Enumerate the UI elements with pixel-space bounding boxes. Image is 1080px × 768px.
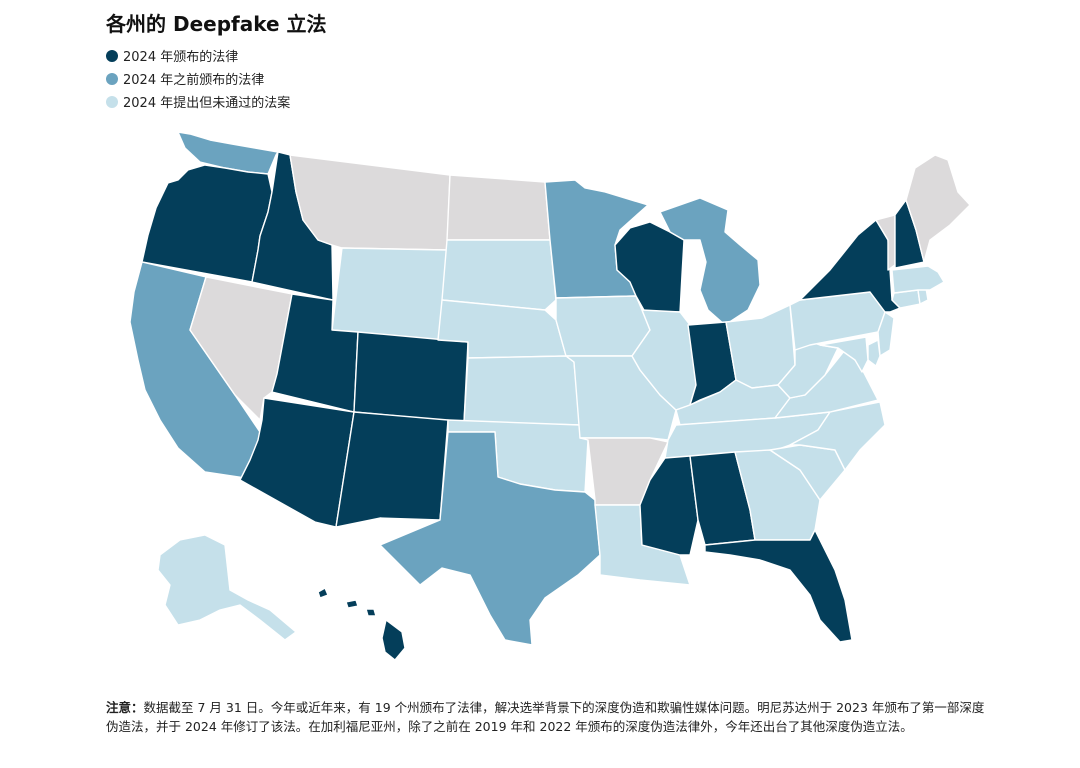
legend-swatch-enacted-before bbox=[106, 72, 118, 85]
state-or[interactable] bbox=[141, 164, 273, 283]
state-nm[interactable] bbox=[335, 411, 449, 528]
state-mt[interactable] bbox=[289, 154, 451, 251]
map-title: 各州的 Deepfake 立法 bbox=[106, 12, 327, 36]
state-ak[interactable] bbox=[157, 534, 297, 641]
legend-label: 2024 年之前颁布的法律 bbox=[123, 73, 265, 88]
legend-item-proposed: 2024 年提出但未通过的法案 bbox=[106, 90, 290, 113]
state-co[interactable] bbox=[353, 331, 469, 423]
legend: 2024 年颁布的法律 2024 年之前颁布的法律 2024 年提出但未通过的法… bbox=[106, 44, 290, 113]
state-hi[interactable] bbox=[317, 587, 406, 661]
legend-label: 2024 年提出但未通过的法案 bbox=[123, 96, 291, 111]
state-mi[interactable] bbox=[659, 197, 761, 326]
state-tx[interactable] bbox=[379, 431, 601, 646]
state-vt[interactable] bbox=[875, 214, 896, 271]
state-fl[interactable] bbox=[704, 529, 853, 643]
legend-item-enacted-2024: 2024 年颁布的法律 bbox=[106, 44, 290, 67]
footnote-text: 数据截至 7 月 31 日。今年或近年来，有 19 个州颁布了法律，解决选举背景… bbox=[106, 700, 985, 734]
state-wi[interactable] bbox=[614, 221, 685, 313]
state-nd[interactable] bbox=[446, 174, 551, 241]
state-ia[interactable] bbox=[555, 295, 651, 357]
state-ks[interactable] bbox=[463, 355, 581, 426]
state-wy[interactable] bbox=[331, 247, 448, 341]
legend-item-enacted-before: 2024 年之前颁布的法律 bbox=[106, 67, 290, 90]
footnote-label: 注意： bbox=[106, 700, 144, 715]
footnote: 注意：数据截至 7 月 31 日。今年或近年来，有 19 个州颁布了法律，解决选… bbox=[106, 698, 996, 736]
state-wa[interactable] bbox=[177, 131, 279, 175]
legend-swatch-enacted-2024 bbox=[106, 49, 118, 62]
state-de[interactable] bbox=[867, 339, 881, 367]
legend-swatch-proposed bbox=[106, 95, 118, 108]
state-nc[interactable] bbox=[789, 401, 886, 471]
state-me[interactable] bbox=[905, 154, 971, 263]
state-md[interactable] bbox=[819, 336, 869, 373]
legend-label: 2024 年颁布的法律 bbox=[123, 50, 239, 65]
state-ma[interactable] bbox=[891, 265, 945, 294]
state-nj[interactable] bbox=[877, 311, 895, 357]
state-sd[interactable] bbox=[441, 239, 557, 311]
